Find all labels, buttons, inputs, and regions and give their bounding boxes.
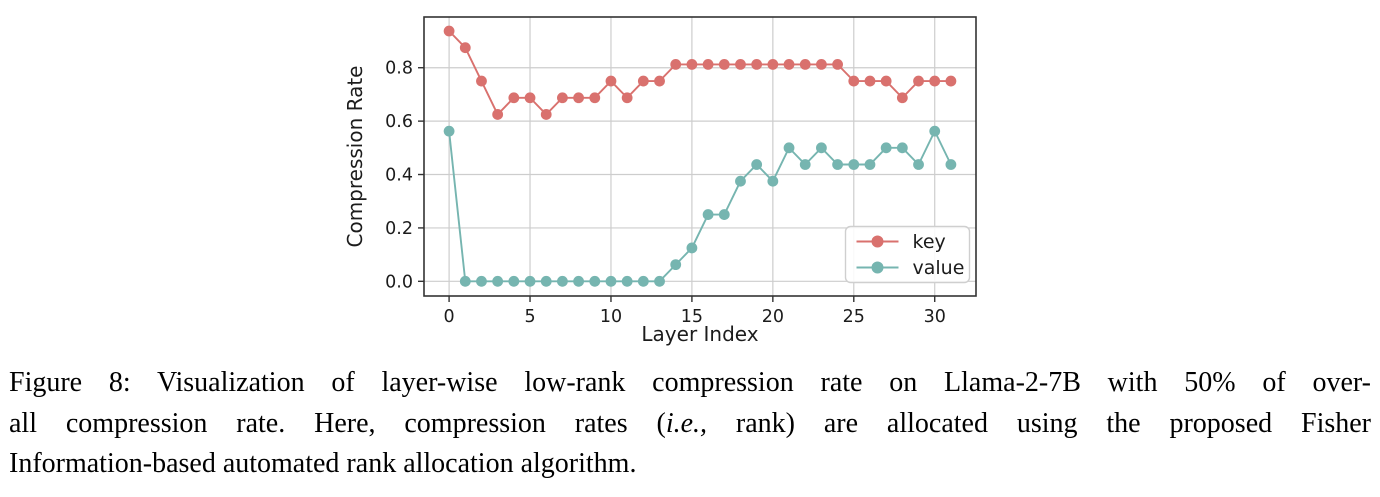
caption-line-1: Figure 8: Visualization of layer-wise lo… (9, 367, 1371, 398)
value-series-point (476, 275, 487, 287)
value-series-point (621, 275, 633, 287)
key-series-point (832, 58, 843, 70)
key-series-point (783, 58, 795, 70)
value-series-point (702, 209, 714, 220)
value-series-point (557, 275, 568, 287)
legend-value-marker (871, 261, 884, 274)
value-series-point (848, 159, 860, 170)
y-tick-label: 0.4 (385, 166, 413, 186)
legend-value-label: value (913, 257, 965, 279)
value-series-point (735, 175, 746, 187)
key-series-point (880, 75, 892, 87)
value-series-point (718, 209, 730, 220)
value-series-point (832, 159, 843, 170)
plot-border (423, 16, 977, 297)
value-series-point (540, 275, 552, 287)
caption-line-2-text-end: rank) are allocated using the proposed F… (707, 407, 1371, 439)
value-series-point (929, 125, 941, 137)
x-tick-label: 25 (843, 307, 865, 327)
value-series-point (751, 159, 763, 170)
key-series-point (735, 58, 746, 70)
caption-line-2-italic: i.e., (665, 407, 708, 439)
value-series-point (605, 275, 617, 287)
key-series-point (459, 42, 471, 54)
key-series-line (448, 30, 951, 117)
x-tick-label: 30 (924, 307, 946, 327)
key-series-point (913, 75, 924, 87)
compression-rate-chart: 0 5 10 15 20 25 30 0.0 0.2 0.4 0.6 0.8 Layer Index Co… (343, 16, 977, 346)
key-series-point (864, 75, 876, 87)
key-series-point (945, 75, 957, 87)
value-series-point (896, 142, 908, 154)
caption-line-2: all compression rate. Here, compression … (9, 404, 1371, 445)
key-series-point (929, 75, 941, 87)
value-series-point (459, 275, 471, 287)
x-tick-label: 0 (444, 307, 455, 327)
key-series-point (896, 92, 908, 104)
x-axis-label: Layer Index (641, 322, 758, 346)
x-tick-label: 15 (681, 307, 703, 327)
value-series-point (767, 175, 779, 187)
key-series-point (476, 75, 487, 87)
value-series-point (637, 275, 649, 287)
value-series-point (880, 142, 892, 154)
key-series-point (799, 58, 811, 70)
key-series-point (621, 92, 633, 104)
key-series-point (492, 109, 504, 120)
value-series-point (443, 125, 455, 137)
key-series-point (637, 75, 649, 87)
key-series-point (654, 75, 665, 87)
key-series-point (557, 92, 568, 104)
x-tick-label: 20 (762, 307, 784, 327)
caption-line-3: Information-based automated rank allocat… (9, 448, 637, 479)
value-series-point (508, 275, 520, 287)
y-tick-label: 0.0 (385, 272, 413, 292)
y-tick-label: 0.8 (385, 59, 413, 79)
value-series-point (524, 275, 536, 287)
key-series-point (605, 75, 617, 87)
value-series-point (686, 242, 698, 254)
key-series-point (686, 58, 698, 70)
key-series-point (670, 58, 682, 70)
value-series-point (864, 159, 876, 170)
key-series-point (508, 92, 520, 104)
key-series-point (540, 109, 552, 120)
x-tick-label: 5 (524, 307, 535, 327)
value-series-point (945, 159, 957, 170)
key-series-point (524, 92, 536, 104)
key-series-point (767, 58, 779, 70)
legend-key-label: key (913, 231, 946, 253)
value-series-point (654, 275, 665, 287)
value-series-point (670, 259, 682, 271)
y-axis-label: Compression Rate (343, 66, 367, 248)
value-series-point (913, 159, 924, 170)
value-series-point (573, 275, 584, 287)
key-series-point (589, 92, 601, 104)
key-series-point (702, 58, 714, 70)
value-series-point (589, 275, 601, 287)
caption-line-2-text: all compression rate. Here, compression … (9, 407, 666, 439)
value-series-point (816, 142, 827, 154)
figure-caption: Figure 8: Visualization of layer-wise lo… (9, 363, 1371, 485)
y-tick-label: 0.2 (385, 219, 413, 239)
key-series-point (443, 25, 455, 37)
key-series-point (816, 58, 827, 70)
value-series-point (492, 275, 504, 287)
x-tick-label: 10 (600, 307, 622, 327)
value-series-point (799, 159, 811, 170)
value-series-point (783, 142, 795, 154)
key-series-point (751, 58, 763, 70)
y-tick-label: 0.6 (385, 112, 413, 132)
legend-key-marker (871, 235, 884, 248)
key-series-point (718, 58, 730, 70)
key-series-point (573, 92, 584, 104)
key-series-point (848, 75, 860, 87)
